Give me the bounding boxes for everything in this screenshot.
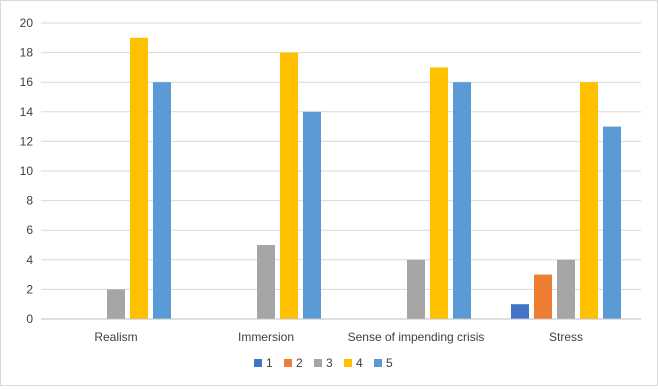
axes: 0 2 4 6 8 10 12 14 16 18 20 Realism Immersion Sense o… — [20, 16, 641, 344]
legend-swatch — [284, 359, 292, 367]
legend-swatch — [314, 359, 322, 367]
y-tick-label: 20 — [20, 16, 34, 30]
bar — [407, 259, 425, 319]
legend-label: 4 — [356, 356, 363, 370]
legend-label: 2 — [296, 356, 303, 370]
legend-label: 1 — [266, 356, 273, 370]
legend-swatch — [374, 359, 382, 367]
bar — [107, 289, 125, 319]
y-tick-label: 10 — [20, 164, 34, 178]
bar — [257, 245, 275, 319]
x-tick-label: Sense of impending crisis — [348, 330, 485, 344]
legend-swatch — [254, 359, 262, 367]
y-tick-label: 6 — [26, 223, 33, 237]
bar — [130, 37, 148, 320]
y-tick-label: 0 — [26, 312, 33, 326]
bar — [153, 82, 171, 319]
y-tick-label: 12 — [20, 134, 34, 148]
x-tick-label: Immersion — [238, 330, 294, 344]
y-tick-label: 14 — [20, 105, 34, 119]
y-tick-label: 8 — [26, 194, 33, 208]
y-tick-label: 18 — [20, 46, 34, 60]
legend: 1 2 3 4 5 — [254, 356, 393, 370]
bar — [280, 52, 298, 319]
bar — [453, 82, 471, 319]
y-tick-label: 4 — [26, 253, 33, 267]
bar — [303, 111, 321, 319]
x-tick-label: Stress — [549, 330, 583, 344]
x-tick-label: Realism — [94, 330, 137, 344]
bars — [107, 37, 621, 320]
bar — [557, 259, 575, 319]
bar — [534, 274, 552, 319]
legend-swatch — [344, 359, 352, 367]
legend-label: 5 — [386, 356, 393, 370]
bar — [511, 304, 529, 319]
y-tick-label: 2 — [26, 282, 33, 296]
bar — [430, 67, 448, 320]
legend-label: 3 — [326, 356, 333, 370]
bar — [603, 126, 621, 319]
y-tick-label: 16 — [20, 75, 34, 89]
bar — [580, 82, 598, 319]
